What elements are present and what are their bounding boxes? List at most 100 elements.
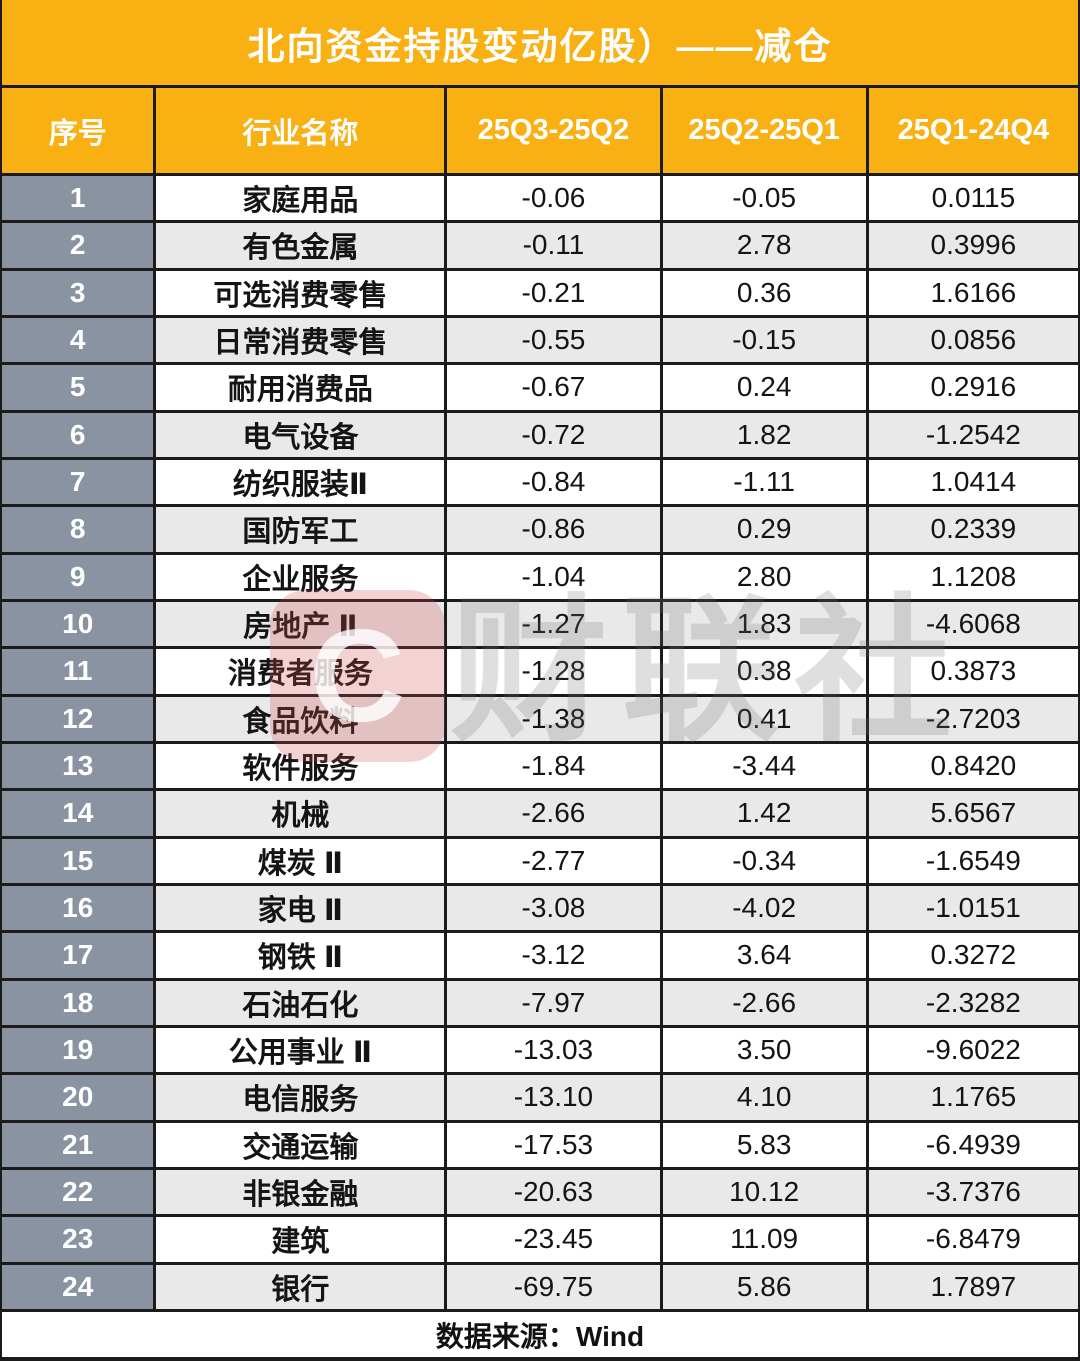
table-title-bar: 北向资金持股变动亿股）——减仓 xyxy=(2,0,1078,88)
industry-name-cell: 国防军工 xyxy=(156,507,448,552)
industry-name-cell: 食品饮料 xyxy=(156,696,448,741)
row-index-cell: 2 xyxy=(2,223,157,268)
table-row: 7 纺织服装Ⅱ -0.84 -1.11 1.0414 xyxy=(2,459,1078,508)
value-cell-q1q4: -9.6022 xyxy=(868,1027,1078,1073)
table-row: 24 银行 -69.75 5.86 1.7897 xyxy=(2,1264,1078,1312)
table-row: 21 交通运输 -17.53 5.83 -6.4939 xyxy=(2,1122,1078,1170)
value-cell-q1q4: 0.2916 xyxy=(868,365,1078,410)
value-cell-q2q1: 2.80 xyxy=(662,554,869,599)
industry-name-cell: 钢铁 Ⅱ xyxy=(156,933,448,978)
row-index-cell: 22 xyxy=(2,1169,157,1215)
table-row: 5 耐用消费品 -0.67 0.24 0.2916 xyxy=(2,365,1078,413)
industry-name-cell: 家庭用品 xyxy=(156,176,448,221)
value-cell-q1q4: 0.0856 xyxy=(868,317,1078,363)
value-cell-q1q4: 1.1208 xyxy=(868,554,1078,599)
row-index-cell: 1 xyxy=(2,176,157,221)
value-cell-q2q1: 0.24 xyxy=(662,365,869,410)
value-cell-q3q2: -13.03 xyxy=(447,1027,663,1073)
row-index-cell: 18 xyxy=(2,980,157,1025)
value-cell-q3q2: -2.77 xyxy=(447,838,663,883)
table-row: 17 钢铁 Ⅱ -3.12 3.64 0.3272 xyxy=(2,933,1078,981)
value-cell-q2q1: -0.34 xyxy=(662,838,869,883)
value-cell-q2q1: 1.42 xyxy=(662,791,869,836)
value-cell-q1q4: -1.2542 xyxy=(868,412,1078,457)
table-row: 6 电气设备 -0.72 1.82 -1.2542 xyxy=(2,412,1078,460)
row-index-cell: 19 xyxy=(2,1027,157,1073)
value-cell-q3q2: -7.97 xyxy=(447,980,663,1025)
value-cell-q3q2: -0.84 xyxy=(447,459,663,505)
value-cell-q1q4: -3.7376 xyxy=(868,1169,1078,1215)
value-cell-q1q4: -1.0151 xyxy=(868,885,1078,931)
value-cell-q1q4: 1.1765 xyxy=(868,1075,1078,1120)
table-row: 9 企业服务 -1.04 2.80 1.1208 xyxy=(2,554,1078,602)
industry-name-cell: 房地产 Ⅱ xyxy=(156,601,448,647)
industry-name-cell: 家电 Ⅱ xyxy=(156,885,448,931)
row-index-cell: 20 xyxy=(2,1075,157,1120)
row-index-cell: 13 xyxy=(2,743,157,789)
table-row: 1 家庭用品 -0.06 -0.05 0.0115 xyxy=(2,176,1078,224)
value-cell-q2q1: 0.38 xyxy=(662,649,869,694)
table-row: 4 日常消费零售 -0.55 -0.15 0.0856 xyxy=(2,317,1078,366)
value-cell-q1q4: 0.0115 xyxy=(868,176,1078,221)
value-cell-q1q4: -2.7203 xyxy=(868,696,1078,741)
value-cell-q2q1: 5.86 xyxy=(662,1264,869,1309)
value-cell-q2q1: -2.66 xyxy=(662,980,869,1025)
industry-name-cell: 电信服务 xyxy=(156,1075,448,1120)
industry-name-cell: 纺织服装Ⅱ xyxy=(156,459,448,505)
industry-name-cell: 银行 xyxy=(156,1264,448,1309)
value-cell-q3q2: -20.63 xyxy=(447,1169,663,1215)
industry-name-cell: 可选消费零售 xyxy=(156,270,448,315)
row-index-cell: 16 xyxy=(2,885,157,931)
value-cell-q3q2: -0.21 xyxy=(447,270,663,315)
value-cell-q2q1: 1.82 xyxy=(662,412,869,457)
value-cell-q2q1: -3.44 xyxy=(662,743,869,789)
value-cell-q3q2: -1.27 xyxy=(447,601,663,647)
industry-name-cell: 消费者服务 xyxy=(156,649,448,694)
value-cell-q3q2: -0.86 xyxy=(447,507,663,552)
value-cell-q3q2: -0.11 xyxy=(447,223,663,268)
value-cell-q1q4: 1.0414 xyxy=(868,459,1078,505)
value-cell-q1q4: 0.3996 xyxy=(868,223,1078,268)
page-title: 北向资金持股变动亿股）——减仓 xyxy=(247,25,833,67)
row-index-cell: 6 xyxy=(2,412,157,457)
row-index-cell: 12 xyxy=(2,696,157,741)
industry-name-cell: 企业服务 xyxy=(156,554,448,599)
value-cell-q2q1: 11.09 xyxy=(662,1217,869,1262)
value-cell-q3q2: -13.10 xyxy=(447,1075,663,1120)
column-header-q2q1: 25Q2-25Q1 xyxy=(663,88,869,173)
table-row: 15 煤炭 Ⅱ -2.77 -0.34 -1.6549 xyxy=(2,838,1078,886)
column-header-q1q4: 25Q1-24Q4 xyxy=(897,114,1050,146)
row-index-cell: 5 xyxy=(2,365,157,410)
table-row: 18 石油石化 -7.97 -2.66 -2.3282 xyxy=(2,980,1078,1028)
industry-name-cell: 机械 xyxy=(156,791,448,836)
industry-name-cell: 公用事业 Ⅱ xyxy=(156,1027,448,1073)
row-index-cell: 7 xyxy=(2,459,157,505)
industry-name-cell: 有色金属 xyxy=(156,223,448,268)
column-header-industry: 行业名称 xyxy=(156,88,448,173)
row-index-cell: 4 xyxy=(2,317,157,363)
table-row: 10 房地产 Ⅱ -1.27 1.83 -4.6068 xyxy=(2,601,1078,650)
value-cell-q3q2: -3.08 xyxy=(447,885,663,931)
value-cell-q3q2: -1.38 xyxy=(447,696,663,741)
industry-name-cell: 非银金融 xyxy=(156,1169,448,1215)
table-body: 1 家庭用品 -0.06 -0.05 0.0115 2 有色金属 -0.11 2… xyxy=(2,176,1078,1312)
row-index-cell: 11 xyxy=(2,649,157,694)
value-cell-q1q4: 0.3272 xyxy=(868,933,1078,978)
value-cell-q1q4: 5.6567 xyxy=(868,791,1078,836)
row-index-cell: 14 xyxy=(2,791,157,836)
table-row: 16 家电 Ⅱ -3.08 -4.02 -1.0151 xyxy=(2,885,1078,934)
value-cell-q3q2: -17.53 xyxy=(447,1122,663,1167)
value-cell-q2q1: -4.02 xyxy=(662,885,869,931)
table-row: 11 消费者服务 -1.28 0.38 0.3873 xyxy=(2,649,1078,697)
table-row: 8 国防军工 -0.86 0.29 0.2339 xyxy=(2,507,1078,555)
value-cell-q2q1: 3.64 xyxy=(662,933,869,978)
value-cell-q1q4: 0.3873 xyxy=(868,649,1078,694)
row-index-cell: 8 xyxy=(2,507,157,552)
value-cell-q1q4: -6.8479 xyxy=(868,1217,1078,1262)
value-cell-q3q2: -1.04 xyxy=(447,554,663,599)
row-index-cell: 15 xyxy=(2,838,157,883)
row-index-cell: 10 xyxy=(2,601,157,647)
value-cell-q3q2: -1.84 xyxy=(447,743,663,789)
value-cell-q2q1: 0.41 xyxy=(662,696,869,741)
